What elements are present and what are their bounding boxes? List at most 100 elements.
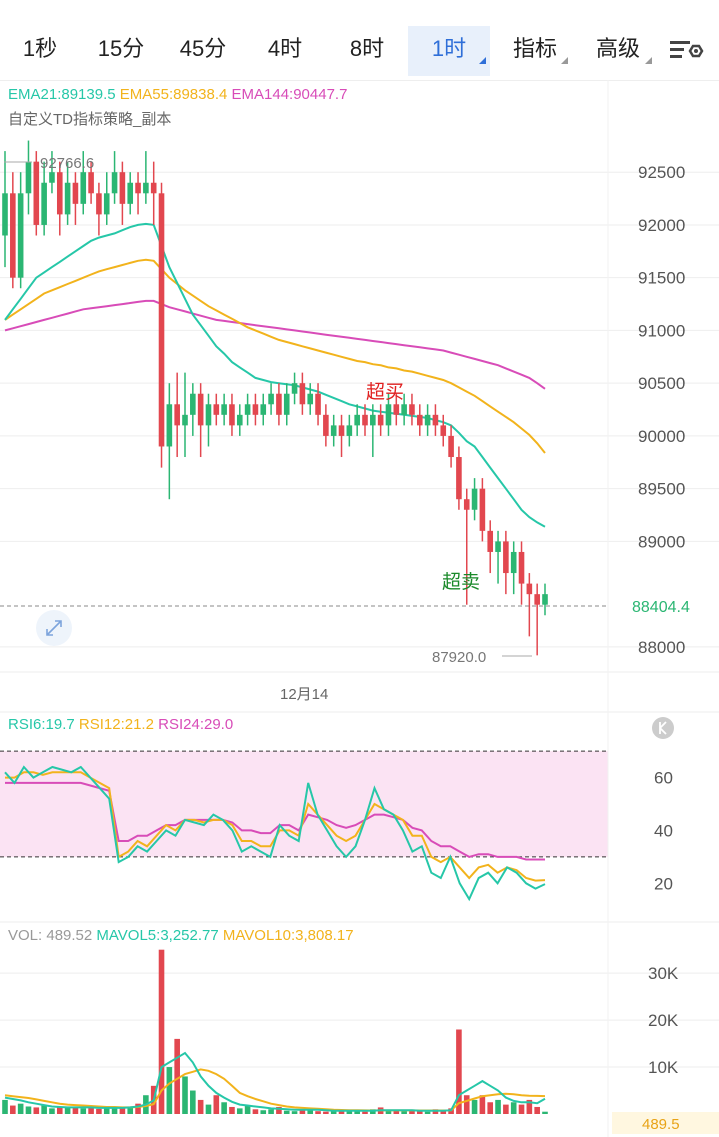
volume-bar (401, 1111, 407, 1114)
tab-15m[interactable]: 15分 (86, 26, 156, 76)
vol-tick-label: 10K (648, 1058, 679, 1077)
ema55-legend: EMA55:89838.4 (119, 86, 228, 103)
candle-body (190, 393, 196, 415)
tab-1s[interactable]: 1秒 (8, 26, 72, 76)
volume-bar (416, 1111, 423, 1114)
candle-body (330, 425, 337, 436)
volume-bar (72, 1106, 79, 1114)
volume-bar (291, 1111, 298, 1114)
indicator-name: 自定义TD指标策略_副本 (8, 111, 172, 128)
candle-body (221, 404, 227, 415)
candle-body (197, 393, 204, 426)
volume-bar (471, 1099, 478, 1114)
vol-tick-label: 20K (648, 1011, 679, 1030)
last-price-tag (608, 594, 719, 618)
candle-body (503, 541, 509, 574)
volume-bar (229, 1106, 235, 1114)
candle-body (299, 383, 306, 405)
tab-label: 1秒 (22, 36, 58, 61)
vol-last-value: 489.5 (642, 1116, 680, 1133)
price-tick-label: 88000 (638, 638, 685, 657)
candle-body (424, 414, 431, 426)
volume-bar (260, 1110, 267, 1114)
volume-bar (479, 1095, 486, 1114)
volume-bar (221, 1102, 227, 1114)
candle-body (370, 414, 376, 426)
volume-bar (518, 1104, 525, 1114)
volume-bar (456, 1029, 462, 1114)
price-tick-label: 90500 (638, 374, 685, 393)
candle-body (252, 404, 259, 415)
tab-label: 1时 (431, 36, 467, 61)
candle-body (96, 193, 102, 215)
dropdown-triangle-icon (561, 57, 568, 64)
price-tick-label: 91500 (638, 269, 685, 288)
volume-bar (244, 1105, 251, 1114)
candle-body (471, 488, 478, 510)
vol-last-tag (612, 1112, 719, 1134)
candle-body (291, 383, 298, 394)
candle-body (64, 182, 71, 215)
candle-body (315, 393, 321, 415)
candle-body (323, 414, 329, 436)
rsi24-legend: RSI24:29.0 (158, 716, 234, 733)
tab-1h[interactable]: 1时 (408, 26, 490, 76)
volume-bar (25, 1106, 32, 1114)
dropdown-triangle-icon (645, 57, 652, 64)
candle-body (166, 404, 173, 447)
high-price-label: 92766.6 (40, 155, 94, 172)
tab-8h[interactable]: 8时 (332, 26, 402, 76)
candle-body (416, 414, 423, 426)
candle-body (229, 404, 235, 426)
candle-body (127, 182, 134, 204)
ema144-line (4, 299, 546, 390)
tab-advanced[interactable]: 高级 (580, 26, 656, 76)
candle-body (41, 182, 47, 225)
volume-bar (135, 1103, 141, 1114)
mavol5-legend: MAVOL5:3,252.77 (96, 927, 219, 944)
candle-body (25, 161, 32, 194)
volume-bar (463, 1095, 470, 1114)
volume-bar (197, 1099, 204, 1114)
tab-45m[interactable]: 45分 (166, 26, 240, 76)
candle-body (354, 414, 360, 426)
tab-indicators[interactable]: 指标 (498, 26, 572, 76)
volume-bar (542, 1111, 548, 1114)
candle-body (150, 182, 157, 194)
candle-body (135, 182, 141, 194)
volume-bar (119, 1106, 126, 1114)
timeframe-tabs: 1秒 15分 45分 4时 8时 1时 指标 高级 (0, 0, 719, 81)
expand-icon[interactable] (36, 610, 72, 646)
candle-body (495, 541, 501, 552)
volume-bar (495, 1099, 501, 1114)
volume-bar (56, 1106, 63, 1114)
volume-bar (80, 1108, 87, 1114)
rsi-tick-label: 40 (654, 821, 673, 840)
rsi-tick-label: 20 (654, 874, 673, 893)
rsi-info-icon[interactable] (652, 717, 674, 739)
rsi-legend: RSI6:19.7 RSI12:21.2 RSI24:29.0 (8, 716, 233, 733)
candle-body (479, 488, 486, 531)
candle-body (377, 414, 384, 426)
volume-bar (182, 1076, 188, 1114)
candle-body (276, 393, 282, 415)
candle-body (393, 404, 400, 415)
rsi6-line (4, 765, 546, 902)
volume-bar (487, 1102, 494, 1114)
volume-bar (534, 1106, 540, 1114)
volume-bar (354, 1109, 360, 1114)
main-grid (0, 171, 719, 648)
tab-4h[interactable]: 4时 (250, 26, 320, 76)
candle-body (2, 193, 8, 236)
volume-bar (213, 1095, 220, 1114)
volume-bar (503, 1104, 509, 1114)
chart-settings-icon[interactable] (666, 36, 706, 66)
volume-bar (174, 1038, 180, 1114)
volume-bar (385, 1109, 392, 1114)
candle-body (409, 404, 415, 415)
ema144-legend: EMA144:90447.7 (231, 86, 348, 103)
volume-bar (440, 1110, 447, 1114)
candle-body (307, 393, 314, 405)
candle-body (88, 172, 94, 194)
